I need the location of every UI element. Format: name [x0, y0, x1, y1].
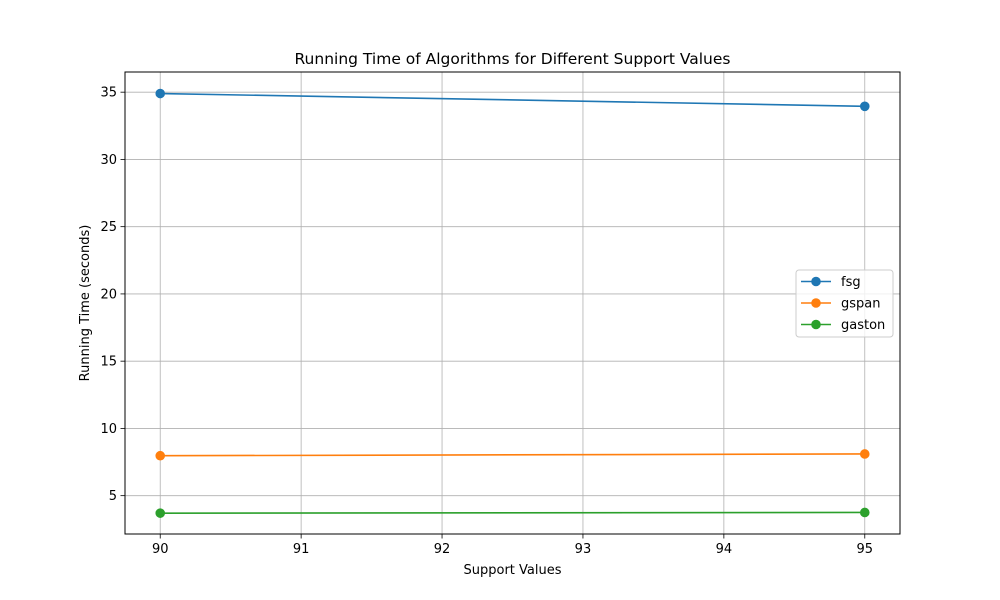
- y-tick-label: 5: [109, 489, 117, 504]
- legend-item-gspan: gspan: [801, 297, 880, 312]
- y-axis: 5 10 15 20 25 30 35: [100, 86, 125, 504]
- series-gaston: [155, 507, 870, 518]
- legend-marker-swatch: [811, 319, 821, 330]
- legend-label: gaston: [841, 318, 885, 333]
- x-tick-label: 93: [575, 542, 592, 557]
- y-axis-label: Running Time (seconds): [78, 225, 93, 382]
- legend-marker-swatch: [811, 276, 821, 287]
- plot-frame: [124, 71, 901, 535]
- y-tick-label: 15: [100, 355, 117, 370]
- data-point-gaston: [155, 508, 166, 518]
- data-point-gspan: [155, 450, 166, 461]
- legend-item-gaston: gaston: [801, 318, 885, 333]
- data-point-gaston: [859, 507, 870, 518]
- y-tick-label: 25: [100, 220, 117, 235]
- grid-lines: [125, 72, 900, 534]
- x-tick-label: 94: [716, 542, 733, 557]
- plot-area: [124, 71, 901, 535]
- x-tick-label: 95: [856, 542, 873, 557]
- data-point-fsg: [859, 101, 870, 112]
- legend-marker-swatch: [811, 298, 821, 308]
- y-tick-label: 20: [100, 287, 117, 302]
- series-line-fsg: [160, 92, 865, 108]
- series-gspan: [155, 449, 870, 461]
- data-point-fsg: [155, 88, 166, 99]
- legend: fsg gspan gaston: [795, 269, 894, 338]
- y-tick-label: 30: [100, 153, 117, 168]
- y-tick-label: 10: [100, 422, 117, 437]
- chart-title: Running Time of Algorithms for Different…: [294, 50, 730, 68]
- x-tick-label: 90: [152, 542, 169, 557]
- data-point-gspan: [859, 449, 870, 459]
- series-lines: [155, 88, 870, 518]
- legend-item-fsg: fsg: [801, 275, 861, 290]
- series-fsg: [155, 88, 870, 112]
- x-axis: 90 91 92 93 94 95: [152, 534, 873, 557]
- legend-label: gspan: [841, 297, 880, 312]
- x-axis-label: Support Values: [464, 563, 562, 578]
- x-tick-label: 91: [293, 542, 310, 557]
- y-tick-label: 35: [100, 86, 117, 101]
- series-line-gspan: [160, 453, 865, 457]
- legend-box: [795, 269, 894, 338]
- series-line-gaston: [160, 511, 865, 514]
- legend-label: fsg: [841, 275, 861, 290]
- legend-items: fsg gspan gaston: [801, 275, 885, 333]
- x-tick-label: 92: [434, 542, 451, 557]
